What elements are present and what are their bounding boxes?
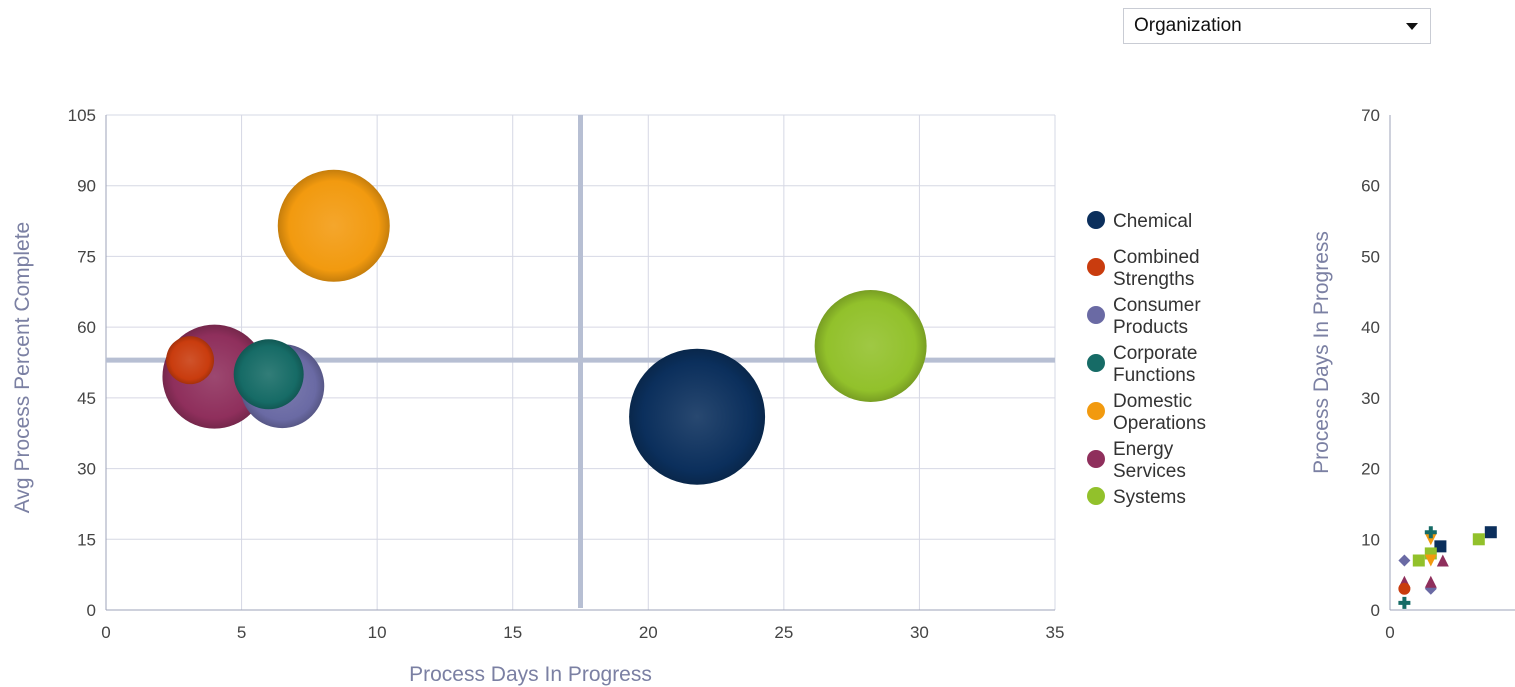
y-tick-label: 40	[1361, 318, 1380, 337]
y-tick-label: 75	[77, 247, 96, 266]
y-tick-label: 10	[1361, 530, 1380, 549]
y-tick-label: 30	[77, 460, 96, 479]
scatter-point-consumer-products[interactable]	[1398, 554, 1411, 567]
x-tick-label: 10	[368, 623, 387, 642]
x-tick-label: 30	[910, 623, 929, 642]
x-tick-label: 20	[639, 623, 658, 642]
bubble-chart: 0 5 10 15 20 25 30 35 0 15 30 45 60 75 90 105 Process Da…	[11, 106, 1064, 686]
legend-item-systems[interactable]: Systems	[1087, 487, 1186, 508]
legend-swatch	[1087, 450, 1105, 468]
legend-label: Systems	[1113, 487, 1186, 508]
x-tick-label: 25	[774, 623, 793, 642]
y-tick-label: 60	[77, 318, 96, 337]
bubble-chemical[interactable]	[629, 348, 766, 485]
x-tick-label: 0	[101, 623, 110, 642]
legend-label: Combined	[1113, 247, 1200, 268]
scatter-point-corporate-functions[interactable]	[1398, 596, 1411, 609]
legend-label: Chemical	[1113, 211, 1192, 232]
legend-item-chemical[interactable]: Chemical	[1087, 211, 1192, 232]
organization-dropdown[interactable]: Organization	[1123, 8, 1431, 44]
y-tick-label: 45	[77, 389, 96, 408]
x-tick-label: 0	[1385, 623, 1394, 642]
legend-label: Strengths	[1113, 269, 1194, 290]
legend-swatch	[1087, 402, 1105, 420]
scatter-point-energy-services[interactable]	[1424, 575, 1437, 588]
bubble-systems[interactable]	[814, 290, 927, 402]
x-tick-label: 5	[237, 623, 246, 642]
y-tick-label: 70	[1361, 106, 1380, 125]
legend-swatch	[1087, 487, 1105, 505]
y-tick-label: 60	[1361, 177, 1380, 196]
y-tick-label: 20	[1361, 460, 1380, 479]
legend-label: Consumer	[1113, 295, 1201, 316]
y-axis-title: Avg Process Percent Complete	[11, 222, 34, 513]
x-tick-label: 15	[503, 623, 522, 642]
y-tick-label: 105	[68, 106, 96, 125]
x-tick-label: 35	[1046, 623, 1065, 642]
legend-swatch	[1087, 306, 1105, 324]
scatter-point-chemical[interactable]	[1434, 540, 1447, 553]
scatter-point-systems[interactable]	[1412, 554, 1425, 567]
bubble-combined-strengths[interactable]	[166, 336, 215, 385]
y-tick-label: 0	[87, 601, 96, 620]
legend-swatch	[1087, 211, 1105, 229]
legend-swatch	[1087, 258, 1105, 276]
y-axis-title: Process Days In Progress	[1310, 231, 1333, 474]
x-axis-title: Process Days In Progress	[409, 663, 652, 686]
scatter-point-corporate-functions[interactable]	[1424, 526, 1437, 539]
scatter-point-domestic-operations[interactable]	[1424, 533, 1437, 546]
legend-label: Products	[1113, 317, 1188, 338]
chevron-down-icon[interactable]	[1406, 22, 1418, 30]
y-tick-label: 30	[1361, 389, 1380, 408]
legend-label: Energy	[1113, 439, 1174, 460]
y-tick-label: 15	[77, 530, 96, 549]
legend-swatch	[1087, 354, 1105, 372]
scatter-point-energy-services[interactable]	[1436, 554, 1449, 567]
dropdown-value: Organization	[1134, 15, 1242, 36]
scatter-chart: 0 10 20 30 40 50 60 70 0 Process Days In Progress	[1310, 106, 1515, 642]
scatter-point-domestic-operations[interactable]	[1424, 554, 1437, 567]
y-tick-label: 50	[1361, 247, 1380, 266]
legend-label: Operations	[1113, 413, 1206, 434]
scatter-point-combined-strengths[interactable]	[1398, 582, 1411, 595]
y-tick-label: 90	[77, 177, 96, 196]
legend-label: Corporate	[1113, 343, 1198, 364]
legend-label: Functions	[1113, 365, 1195, 386]
scatter-point-systems[interactable]	[1472, 533, 1485, 546]
legend-label: Domestic	[1113, 391, 1192, 412]
bubble-domestic-operations[interactable]	[277, 169, 390, 282]
legend-label: Services	[1113, 461, 1186, 482]
scatter-point-chemical[interactable]	[1484, 526, 1497, 539]
bubble-corporate-functions[interactable]	[233, 339, 304, 410]
y-tick-label: 0	[1371, 601, 1380, 620]
